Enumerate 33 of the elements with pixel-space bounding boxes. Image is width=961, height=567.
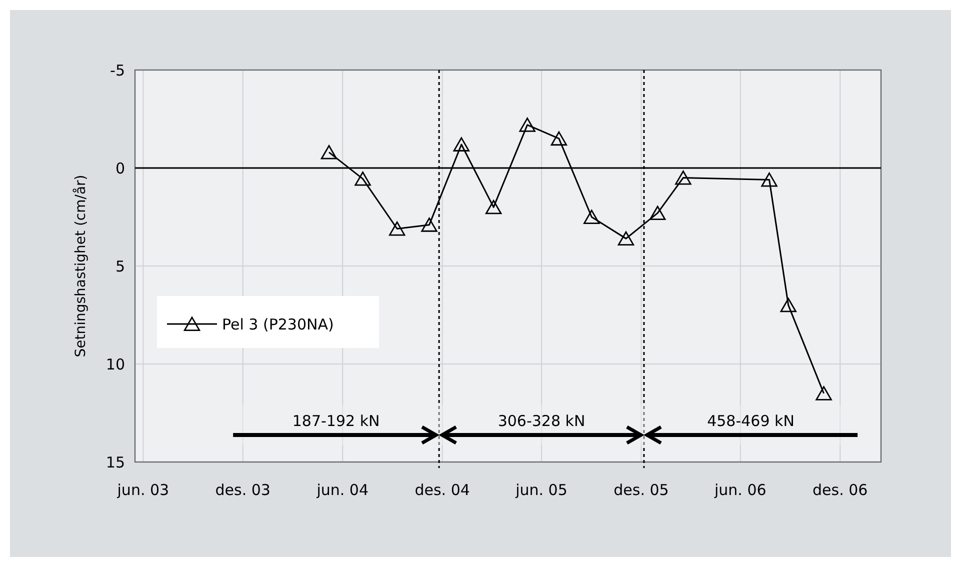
point: [816, 386, 832, 400]
x-tick-label: des. 06: [812, 481, 868, 499]
y-tick-label: 10: [106, 355, 125, 374]
point: [485, 200, 502, 214]
point: [675, 170, 692, 185]
y-axis-title: Setningshastighet (cm/år): [72, 174, 89, 358]
x-tick-label: jun. 05: [514, 481, 568, 499]
x-tick-label: des. 03: [215, 481, 270, 499]
y-tick-label: 15: [106, 453, 125, 472]
point: [354, 172, 371, 186]
x-tick-label: des. 04: [414, 481, 470, 499]
y-tick-label: 0: [115, 159, 125, 178]
point: [320, 145, 338, 160]
point: [389, 222, 406, 236]
band-label: 306-328 kN: [498, 412, 586, 430]
band-label: 187-192 kN: [292, 412, 380, 430]
point: [584, 210, 600, 224]
band-label: 458-469 kN: [707, 412, 794, 430]
legend-label: Pel 3 (P230NA): [222, 315, 334, 334]
point: [780, 298, 796, 312]
x-tick-label: des. 05: [614, 481, 669, 499]
x-tick-label: jun. 03: [116, 481, 170, 499]
y-tick-label: -5: [110, 61, 125, 80]
point: [649, 206, 666, 220]
point: [453, 137, 470, 152]
x-tick-label: jun. 06: [714, 481, 766, 499]
point: [761, 172, 778, 187]
point: [618, 231, 634, 246]
point: [550, 131, 568, 146]
x-tick-label: jun. 04: [316, 481, 369, 499]
y-tick-label: 5: [115, 257, 125, 276]
point: [519, 118, 536, 132]
point: [421, 218, 438, 232]
